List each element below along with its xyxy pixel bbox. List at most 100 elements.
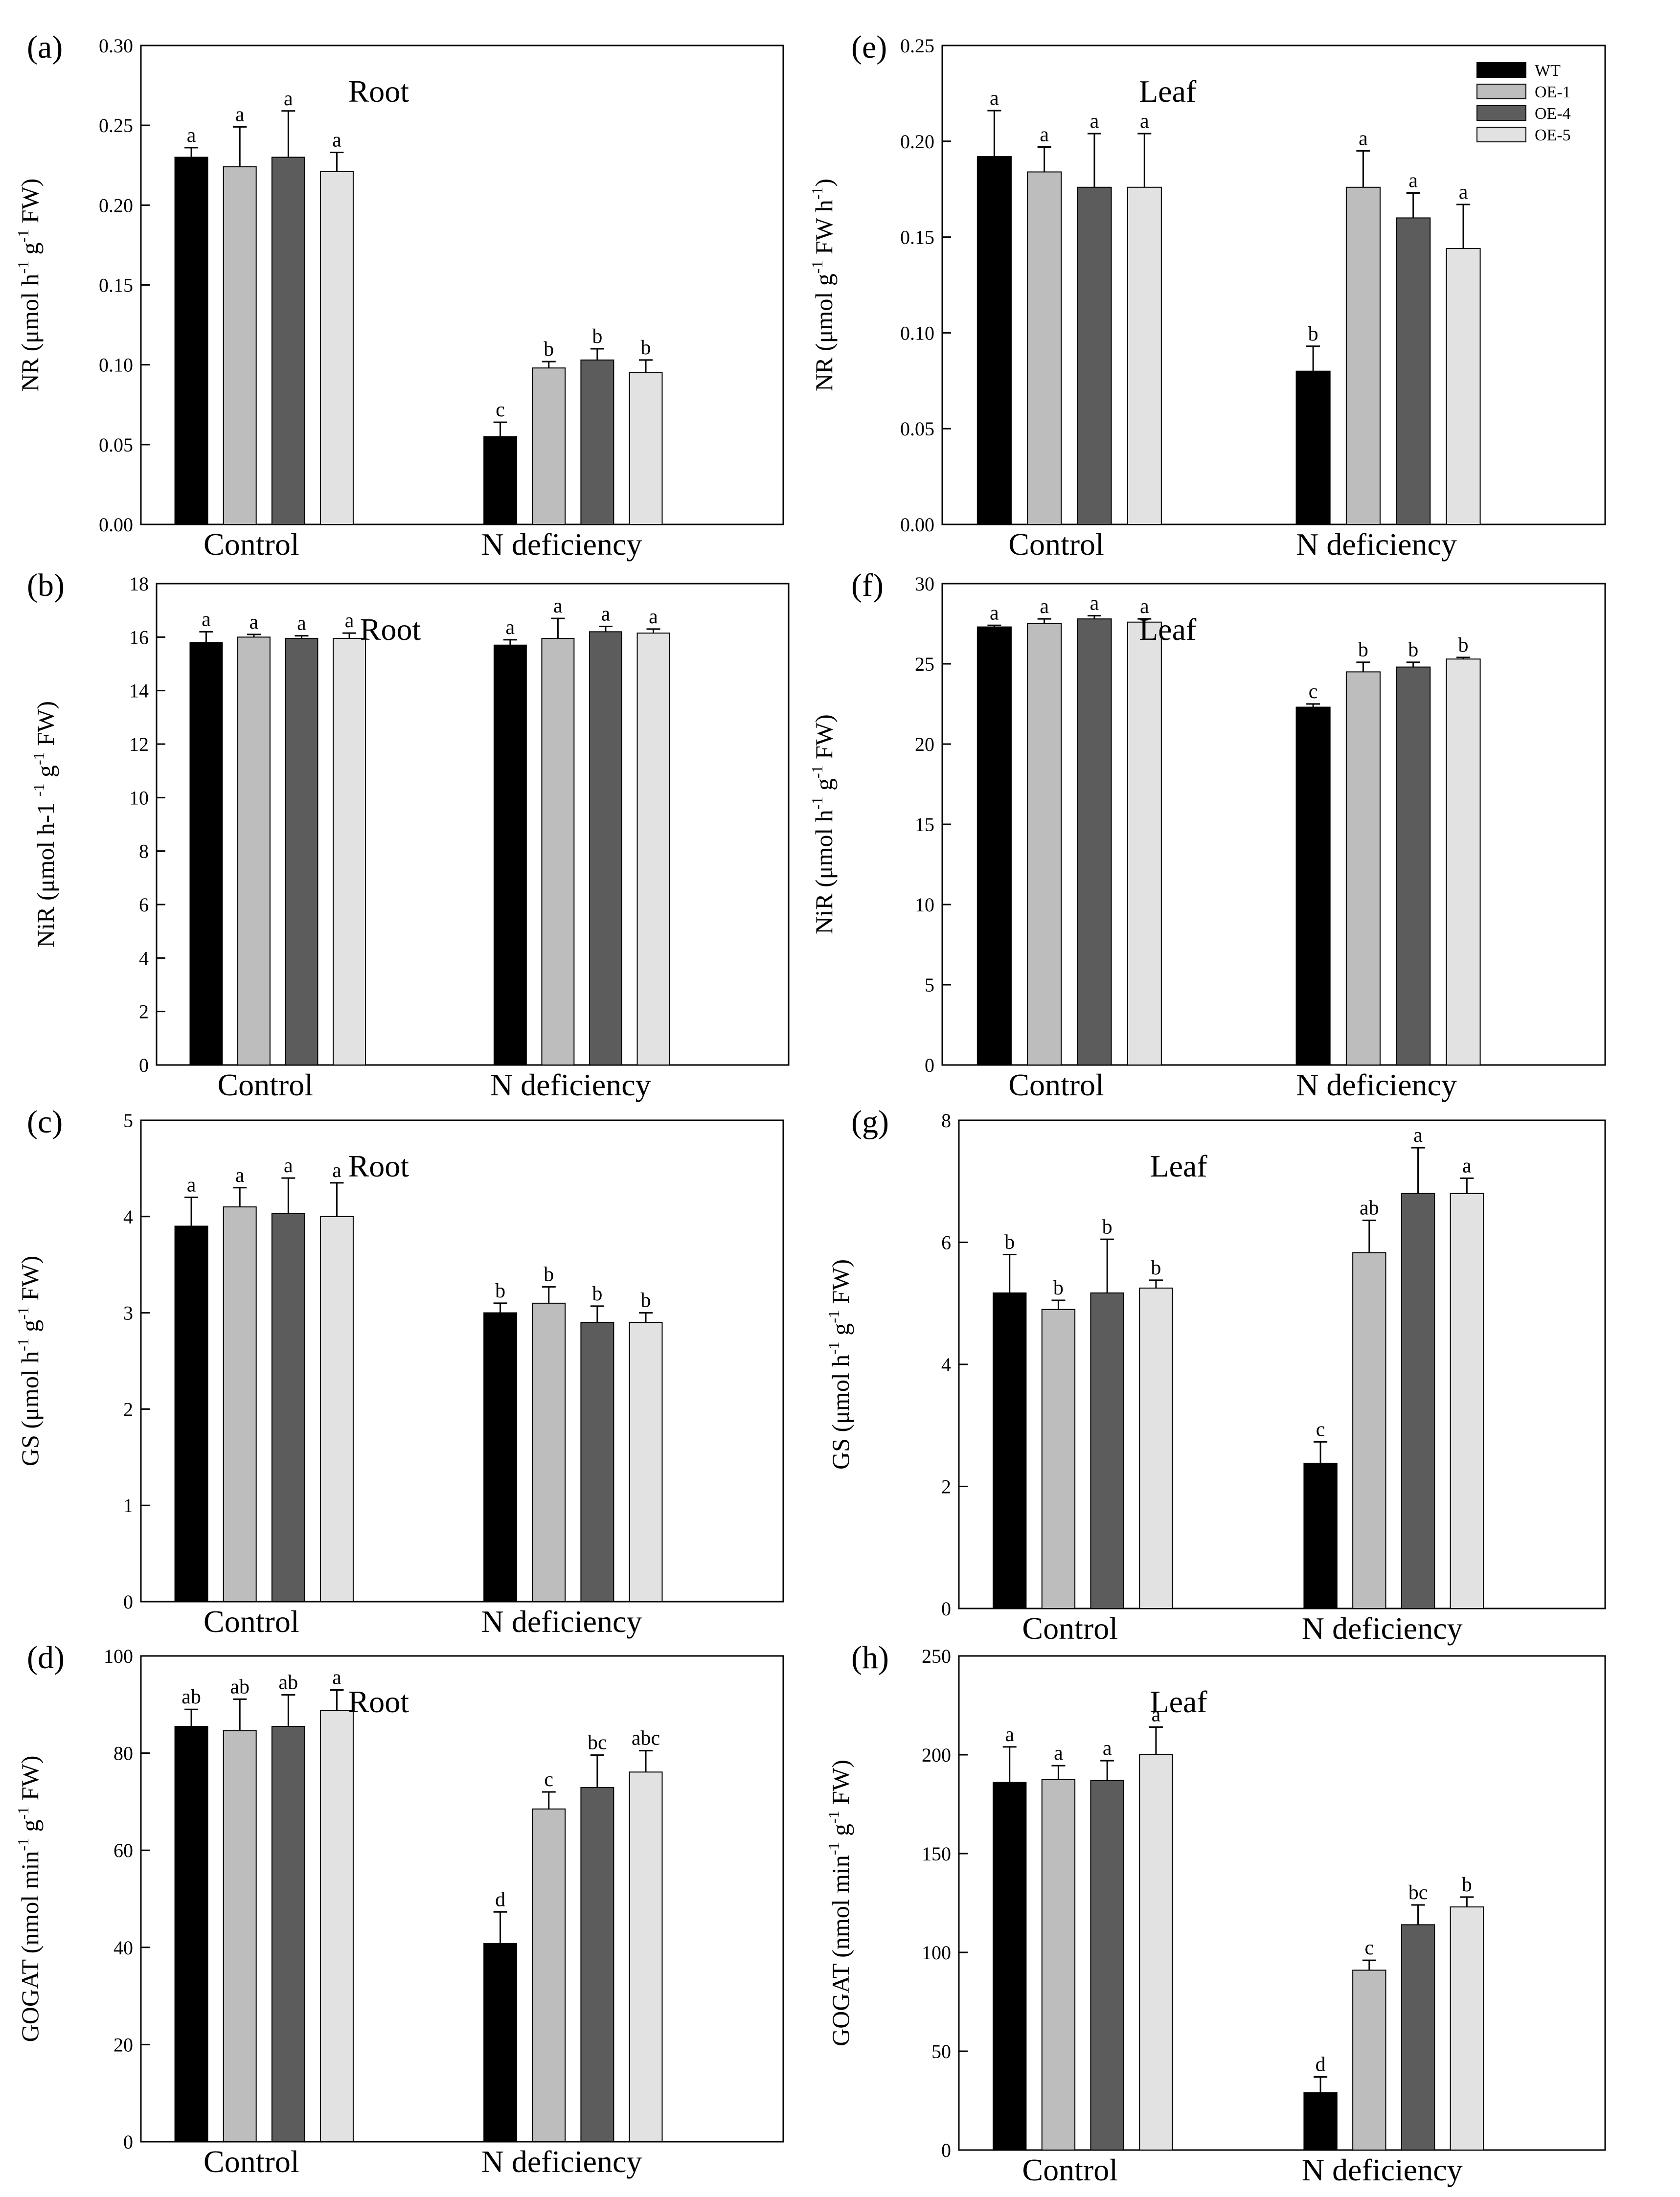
significance-letter: d (1316, 2054, 1326, 2076)
significance-letter: a (1462, 1155, 1472, 1178)
y-axis-label-superscript: -1 (825, 1341, 842, 1355)
significance-letter: a (297, 612, 306, 635)
legend-swatch (1476, 84, 1526, 99)
significance-letter: a (1408, 170, 1418, 192)
y-tick-label: 80 (114, 1743, 133, 1765)
y-tick-label: 8 (941, 1110, 951, 1132)
y-tick-label: 0.30 (99, 35, 133, 57)
y-axis-label-superscript: -1 (14, 1838, 32, 1851)
y-axis-label-part: FW) (827, 1760, 854, 1811)
plot-frame (156, 583, 790, 1066)
y-axis-label-part: GOGAT (nmol min (16, 1851, 44, 2042)
legend-label: OE-5 (1535, 126, 1571, 144)
y-tick-label: 14 (129, 680, 149, 702)
bar-oe-4-control (1090, 1780, 1124, 2151)
x-category-label: Control (1008, 527, 1104, 562)
significance-letter: b (641, 1290, 651, 1312)
y-axis-label: NR (μmol h-1 g-1 FW) (14, 179, 44, 392)
bar-oe-4-control (1077, 618, 1112, 1066)
bar-oe-5-n-deficiency (629, 372, 663, 525)
panel-label: (c) (27, 1104, 63, 1140)
bar-wt-control (174, 1725, 208, 2143)
bar-wt-n-deficiency (1303, 2092, 1338, 2151)
y-tick-label: 1 (123, 1495, 133, 1517)
x-category-label: Control (204, 1604, 299, 1639)
significance-letter: a (345, 610, 354, 632)
y-axis-label-part: g (16, 1819, 44, 1838)
y-axis-label-superscript: -1 (825, 1310, 842, 1323)
significance-letter: a (332, 1159, 341, 1182)
bar-oe-5-n-deficiency (629, 1771, 663, 2142)
y-axis-label: NiR (μmol h-1 -1 g-1 FW) (30, 701, 59, 948)
y-tick-label: 0 (925, 1054, 934, 1076)
panel-label: (e) (851, 29, 887, 65)
significance-letter: a (990, 87, 999, 110)
legend-swatch (1476, 62, 1526, 78)
y-axis-label-part: FW) (32, 701, 59, 752)
y-tick-label: 30 (915, 573, 934, 595)
y-tick-label: 4 (123, 1206, 133, 1228)
bar-oe-4-control (285, 638, 318, 1065)
bar-oe-5-n-deficiency (1446, 248, 1481, 525)
bar-wt-n-deficiency (1295, 370, 1331, 525)
y-tick-label: 0.25 (900, 35, 934, 57)
y-tick-label: 16 (129, 626, 149, 648)
bar-oe-4-n-deficiency (580, 1787, 614, 2142)
y-tick-label: 0 (139, 1054, 149, 1076)
bar-wt-n-deficiency (493, 644, 527, 1065)
x-category-label: N deficiency (481, 1604, 642, 1639)
significance-letter: ab (1360, 1197, 1379, 1220)
bar-oe-1-control (237, 636, 271, 1066)
bar-oe-5-control (1127, 621, 1162, 1065)
bar-oe-5-n-deficiency (1446, 658, 1481, 1066)
bar-wt-control (174, 1225, 208, 1602)
y-tick-label: 25 (915, 653, 934, 675)
y-tick-label: 60 (114, 1839, 133, 1861)
y-tick-label: 0 (941, 1598, 951, 1620)
bar-oe-1-control (1027, 171, 1062, 525)
y-tick-label: 3 (123, 1302, 133, 1324)
bar-oe-4-n-deficiency (1401, 1193, 1435, 1609)
significance-letter: ab (182, 1686, 201, 1708)
bar-wt-control (189, 642, 223, 1066)
significance-letter: abc (632, 1727, 660, 1750)
y-tick-label: 4 (941, 1354, 951, 1376)
y-axis-label-part: FW) (827, 1259, 854, 1310)
tissue-label: Root (360, 612, 421, 647)
bar-wt-n-deficiency (483, 1312, 518, 1603)
bar-wt-control (174, 157, 208, 525)
tissue-label: Root (348, 1149, 409, 1183)
significance-letter: a (1152, 1703, 1161, 1726)
y-tick-label: 40 (114, 1937, 133, 1959)
y-axis-label-part: GOGAT (nmol min (827, 1855, 854, 2046)
significance-letter: a (1140, 110, 1149, 133)
y-tick-label: 150 (922, 1843, 951, 1865)
y-tick-label: 4 (139, 947, 149, 969)
y-tick-label: 5 (123, 1110, 133, 1132)
y-axis-label-superscript: -1 (825, 1811, 842, 1824)
legend-label: WT (1535, 62, 1561, 80)
legend-label: OE-4 (1535, 105, 1571, 123)
significance-letter: a (1140, 595, 1149, 618)
significance-letter: a (601, 603, 611, 625)
y-tick-label: 200 (922, 1744, 951, 1766)
bar-oe-1-control (1041, 1309, 1076, 1609)
legend: WT OE-1 OE-4 OE-5 (1476, 62, 1571, 144)
significance-letter: a (1459, 181, 1468, 204)
y-tick-label: 0.15 (99, 274, 133, 296)
significance-letter: c (1365, 1937, 1374, 1959)
y-axis-label: GS (μmol h-1 g-1 FW) (825, 1259, 854, 1470)
bar-oe-5-control (1139, 1288, 1173, 1609)
bar-oe-5-control (1139, 1754, 1173, 2151)
significance-letter: a (1090, 110, 1099, 133)
bar-oe-1-n-deficiency (1352, 1970, 1386, 2151)
significance-letter: a (250, 611, 259, 634)
y-tick-label: 6 (139, 894, 149, 916)
chart-panel-c: 0 1 2 3 4 5 Control N deficiency a b a b a b a b Root (c)… (14, 1104, 784, 1639)
bar-oe-1-n-deficiency (1345, 671, 1381, 1065)
y-axis-label-part: NiR (μmol h-1 (32, 796, 59, 948)
bar-wt-n-deficiency (483, 436, 518, 525)
